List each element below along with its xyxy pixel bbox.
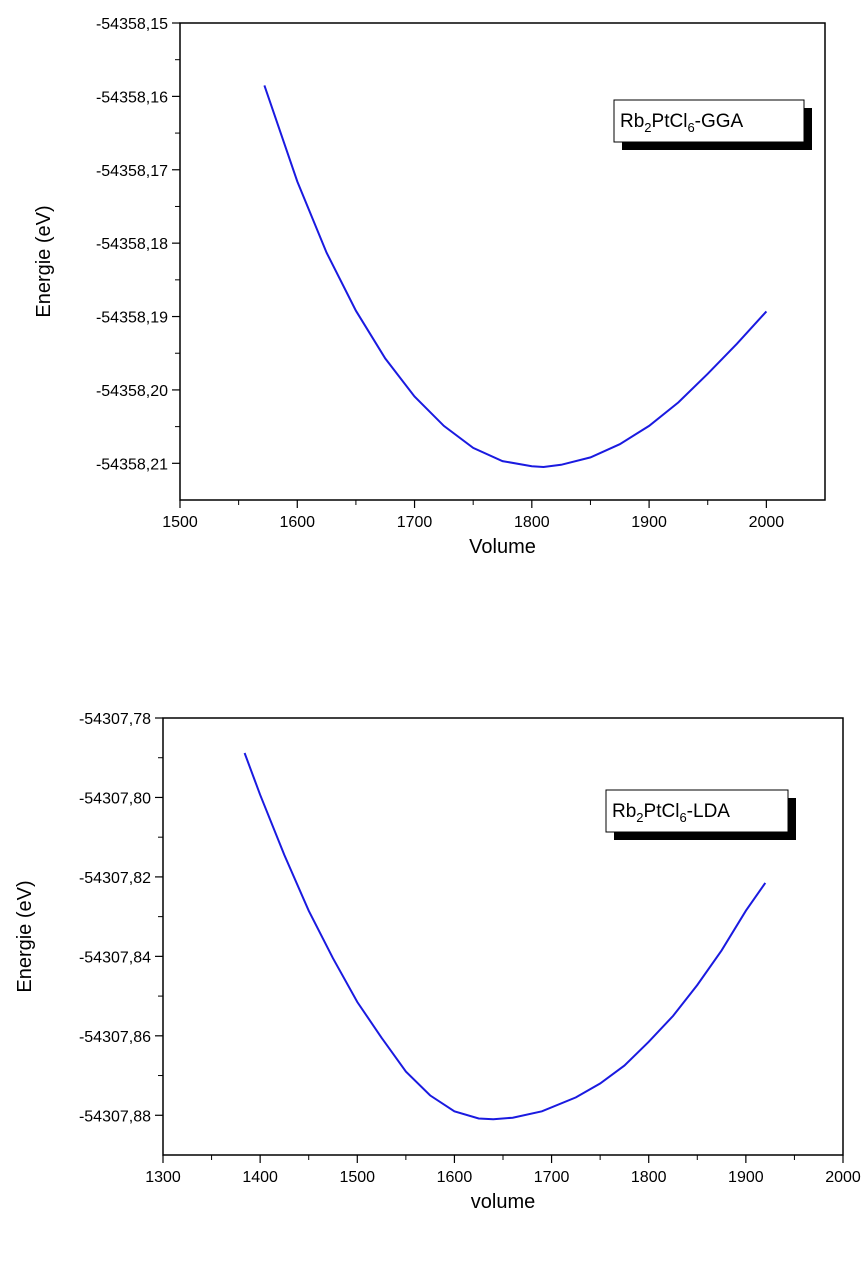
y-tick-label: -54307,78 — [79, 711, 151, 728]
legend-text-part: PtCl — [644, 801, 680, 822]
legend-label: Rb2PtCl6-LDA — [612, 801, 730, 825]
legend-text-part: PtCl — [652, 111, 688, 132]
legend-box — [605, 789, 789, 833]
x-tick-label: 1900 — [728, 1169, 764, 1186]
x-tick-label: 1600 — [437, 1169, 473, 1186]
x-tick-label: 2000 — [749, 514, 785, 531]
x-tick-label: 1500 — [162, 514, 198, 531]
chart-lda: 1300 1400 1500 1600 1700 1800 1900 2000 -54307,7… — [14, 711, 861, 1213]
series-line-0 — [243, 752, 767, 1121]
x-tick-label: 1600 — [279, 514, 315, 531]
x-tick-label: 1500 — [339, 1169, 375, 1186]
legend-text-part: -LDA — [687, 801, 731, 822]
y-tick-label: -54358,15 — [96, 16, 168, 33]
legend-subscript: 6 — [679, 810, 686, 825]
legend-box — [613, 99, 805, 143]
y-tick-label: -54307,80 — [79, 790, 151, 807]
x-tick-label: 1700 — [397, 514, 433, 531]
y-axis-title: Energie (eV) — [14, 880, 36, 992]
legend-label: Rb2PtCl6-GGA — [620, 111, 744, 135]
x-tick-label: 1800 — [514, 514, 550, 531]
y-tick-label: -54307,86 — [79, 1029, 151, 1046]
x-tick-label: 1700 — [534, 1169, 570, 1186]
x-tick-label: 1800 — [631, 1169, 667, 1186]
x-tick-label: 2000 — [825, 1169, 861, 1186]
legend-subscript: 2 — [636, 810, 643, 825]
y-tick-label: -54358,21 — [96, 456, 168, 473]
y-tick-label: -54358,19 — [96, 310, 168, 327]
legend-text-part: -GGA — [695, 111, 744, 132]
y-tick-label: -54358,20 — [96, 383, 168, 400]
y-tick-label: -54307,88 — [79, 1108, 151, 1125]
y-tick-label: -54307,84 — [79, 949, 151, 966]
plot-frame — [162, 717, 844, 1156]
x-axis-title: Volume — [469, 536, 536, 558]
y-axis-title: Energie (eV) — [33, 205, 55, 317]
series-line-0 — [263, 85, 768, 469]
x-tick-label: 1900 — [631, 514, 667, 531]
chart-gga: 1500 1600 1700 1800 1900 2000 -54358,15 -54358,… — [33, 16, 826, 558]
y-tick-label: -54358,17 — [96, 163, 168, 180]
y-tick-label: -54307,82 — [79, 870, 151, 887]
x-tick-label: 1300 — [145, 1169, 181, 1186]
y-tick-label: -54358,18 — [96, 236, 168, 253]
legend-subscript: 2 — [644, 120, 651, 135]
legend-text-part: Rb — [612, 801, 636, 822]
x-tick-label: 1400 — [242, 1169, 278, 1186]
legend-subscript: 6 — [687, 120, 694, 135]
y-tick-label: -54358,16 — [96, 89, 168, 106]
plot-frame — [179, 22, 826, 501]
x-axis-title: volume — [471, 1191, 535, 1213]
legend-text-part: Rb — [620, 111, 644, 132]
